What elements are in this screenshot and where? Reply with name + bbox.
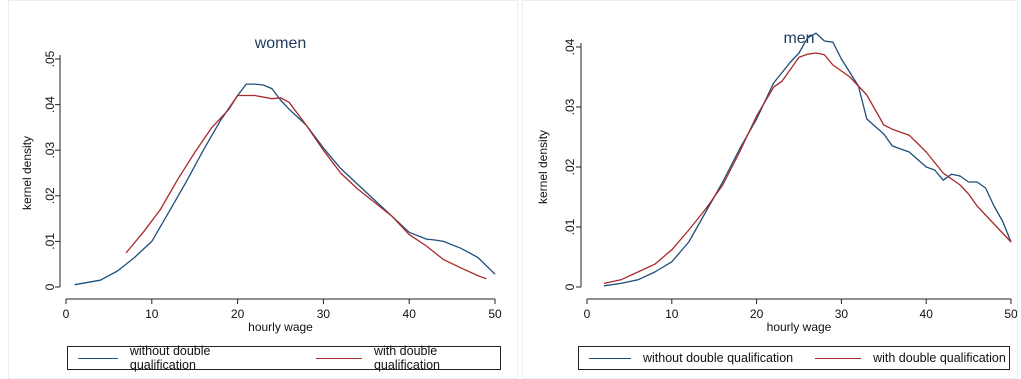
series-line-without-double-qualification [603, 32, 1012, 287]
x-tick-label: 50 [1004, 307, 1017, 321]
series-line-with-double-qualification [125, 94, 487, 280]
women-density-plot: women 0 .01 .02 .03 .04 .05 0 10 20 30 40 50 hourly w… [20, 35, 502, 334]
x-tick-label: 30 [317, 307, 331, 321]
y-tick-label: .05 [43, 50, 57, 67]
x-tick-label: 50 [488, 307, 502, 321]
legend-item-without-double-qualification: without double qualification [589, 351, 793, 365]
x-axis-title: hourly wage [248, 320, 313, 334]
y-tick-label: .03 [563, 98, 577, 115]
x-tick-label: 40 [403, 307, 417, 321]
legend-swatch-without [589, 357, 631, 359]
y-axis-title: kernel density [536, 130, 550, 204]
legend-item-without-double-qualification: without double qualification [78, 344, 272, 372]
x-tick-label: 20 [231, 307, 245, 321]
x-tick-label: 20 [750, 307, 764, 321]
men-chart-panel: men 0 .01 .02 .03 .04 0 10 20 30 40 50 hourly wage ke… [522, 0, 1018, 379]
chart-title: women [254, 35, 307, 52]
women-chart-panel: women 0 .01 .02 .03 .04 .05 0 10 20 30 40 50 hourly w… [8, 0, 518, 379]
x-tick-label: 0 [584, 307, 591, 321]
y-tick-label: .04 [563, 38, 577, 55]
y-axis-title: kernel density [20, 136, 34, 210]
legend-swatch-with [815, 357, 862, 359]
y-tick-label: .04 [43, 96, 57, 113]
legend-label-without: without double qualification [643, 351, 794, 365]
y-tick-label: .02 [563, 158, 577, 175]
y-tick-label: .01 [563, 218, 577, 235]
women-legend: without double qualification with double… [67, 344, 501, 372]
x-tick-label: 0 [63, 307, 70, 321]
y-tick-label: 0 [43, 283, 57, 290]
legend-item-with-double-qualification: with double qualification [815, 351, 1006, 365]
x-axis-title: hourly wage [767, 320, 832, 334]
legend-label-with: with double qualification [873, 351, 1006, 365]
x-tick-label: 30 [835, 307, 849, 321]
y-tick-label: .02 [43, 187, 57, 204]
legend-swatch-without [78, 357, 118, 359]
x-tick-label: 10 [665, 307, 679, 321]
legend-label-with: with double qualification [373, 344, 440, 372]
x-tick-label: 10 [145, 307, 159, 321]
y-tick-label: .01 [43, 233, 57, 250]
x-tick-label: 40 [920, 307, 934, 321]
chart-title: men [783, 30, 814, 47]
y-tick-label: 0 [563, 283, 577, 290]
men-legend: without double qualification with double… [578, 346, 1010, 370]
legend-label-without: without double qualification [129, 344, 211, 372]
men-density-plot: men 0 .01 .02 .03 .04 0 10 20 30 40 50 hourly wage ke… [536, 30, 1017, 334]
series-line-without-double-qualification [74, 83, 496, 286]
y-tick-label: .03 [43, 142, 57, 159]
series-line-with-double-qualification [603, 52, 1012, 285]
legend-swatch-with [316, 357, 362, 359]
legend-item-with-double-qualification: with double qualification [316, 344, 500, 372]
